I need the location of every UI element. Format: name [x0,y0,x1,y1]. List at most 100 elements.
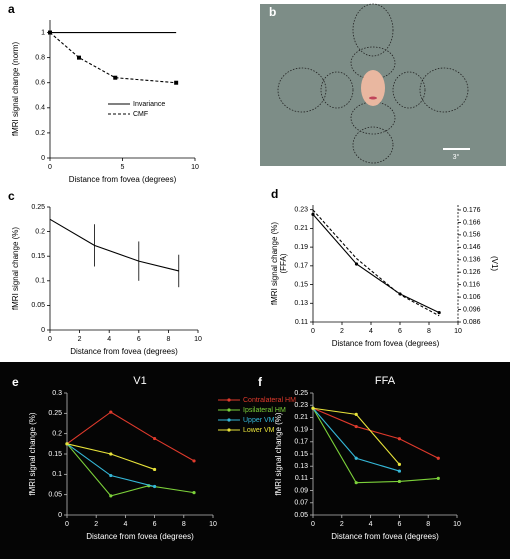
point [48,30,52,35]
point [397,479,401,484]
stimulus-panel: 3° b [260,3,506,166]
y-tick-label: 0.23 [294,402,308,409]
y-tick-label: 0.13 [294,300,308,307]
x-tick-label: 8 [426,521,430,528]
point [354,412,358,416]
y-tick-label: 0.2 [52,431,62,438]
x-tick-label: 4 [107,336,111,343]
x-axis-label: Distance from fovea (degrees) [332,339,440,348]
legend-label: Upper VM [243,417,275,424]
x-tick-label: 10 [191,164,199,171]
series-line [312,209,440,317]
outline [320,71,354,109]
point [354,424,358,429]
legend-marker [227,408,231,412]
outline [419,67,469,113]
y-tick-label: 0.6 [35,80,45,87]
x-tick-label: 4 [369,328,373,335]
series-line [66,411,195,462]
y-tick-label: 0.25 [294,390,308,397]
point [397,469,401,473]
point [192,459,196,463]
point [397,437,401,441]
x-tick-label: 4 [123,521,127,528]
outline [392,71,426,109]
y-tick-label: 0.17 [294,263,308,270]
y-axis-label: (FFA) [279,253,288,273]
y2-axis-label: (V1) [490,256,499,271]
panel-label: b [269,5,276,19]
series-line [66,443,195,497]
y-tick-label: 0.1 [52,471,62,478]
panel-label: d [271,187,278,201]
y-tick-label: 0.2 [35,228,45,235]
point [109,410,113,414]
point [436,476,440,480]
x-axis-label: Distance from fovea (degrees) [331,532,439,541]
x-tick-label: 0 [311,328,315,335]
point [113,75,118,80]
y-tick-label: 0.2 [35,130,45,137]
x-tick-label: 2 [94,521,98,528]
y-tick-label: 0.19 [294,426,308,433]
outline [352,3,394,57]
y-tick-label: 0.09 [294,487,308,494]
point [192,491,196,495]
y-tick-label: 0.25 [48,410,62,417]
point [174,80,179,85]
y-tick-label: 0.05 [48,492,62,499]
outline [350,46,396,80]
x-axis-label: Distance from fovea (degrees) [86,532,194,541]
x-tick-label: 2 [340,328,344,335]
y-axis-label: fMRI signal change (norm) [11,42,20,137]
legend-label: CMF [133,111,148,118]
x-tick-label: 8 [182,521,186,528]
series-line [49,218,179,272]
bottom-background [0,362,510,559]
y-tick-label: 0.1 [35,278,45,285]
point [153,484,157,489]
y2-tick-label: 0.086 [463,319,481,326]
legend-marker [227,398,231,402]
point [77,55,81,60]
panel-label: a [8,2,15,16]
x-tick-label: 2 [78,336,82,343]
y-tick-label: 0.11 [295,475,308,482]
panel-label: e [12,375,19,389]
chart-title: FFA [375,375,396,387]
face [361,70,385,106]
y2-tick-label: 0.136 [463,257,481,264]
x-tick-label: 6 [398,328,402,335]
legend-label: Contralateral HM [243,397,296,404]
x-tick-label: 10 [454,328,462,335]
x-tick-label: 4 [369,521,373,528]
x-tick-label: 2 [340,521,344,528]
y-axis-label: fMRI signal change (%) [28,412,37,495]
outline [277,67,327,113]
y-tick-label: 0.13 [294,463,308,470]
legend-label: Invariance [133,101,165,108]
x-tick-label: 0 [48,336,52,343]
outline [350,101,396,135]
y-axis-label: fMRI signal change (%) [270,222,279,305]
panel-label: f [258,375,263,389]
y-axis-label: fMRI signal change (%) [274,412,283,495]
point [354,481,358,485]
point [65,442,69,446]
y-tick-label: 0.25 [31,204,45,211]
y2-tick-label: 0.146 [463,244,481,251]
x-tick-label: 0 [311,521,315,528]
point [109,473,113,478]
y2-tick-label: 0.166 [463,219,481,226]
y-tick-label: 0.05 [31,302,45,309]
y-tick-label: 0.23 [294,207,308,214]
y2-tick-label: 0.096 [463,306,481,313]
y-tick-label: 0.21 [294,225,308,232]
legend-marker [227,428,231,432]
y-tick-label: 0.19 [294,244,308,251]
y-tick-label: 0.8 [35,54,45,61]
y-tick-label: 0.05 [294,512,308,519]
y-tick-label: 1 [41,29,45,36]
series-line [312,213,440,314]
